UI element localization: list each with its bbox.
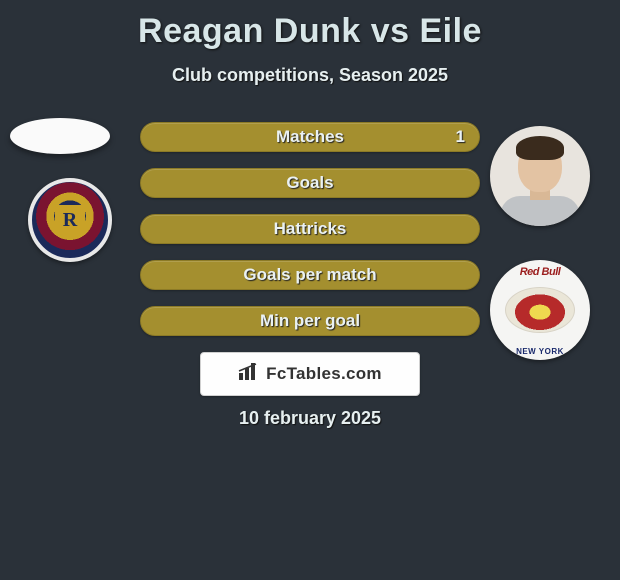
stats-list: Matches 1 Goals Hattricks Goals per matc… (140, 122, 480, 352)
stat-row-matches: Matches 1 (140, 122, 480, 152)
bars-icon (238, 363, 260, 386)
club-right-text-top: Red Bull (490, 266, 590, 278)
player-right-avatar (490, 126, 590, 226)
brand-text: FcTables.com (266, 364, 382, 384)
club-right-text-bottom: NEW YORK (490, 347, 590, 356)
subtitle: Club competitions, Season 2025 (0, 65, 620, 86)
player-left-avatar (10, 118, 110, 154)
stat-row-goals-per-match: Goals per match (140, 260, 480, 290)
stat-label: Hattricks (141, 219, 479, 239)
stat-row-goals: Goals (140, 168, 480, 198)
stat-label: Matches (141, 127, 479, 147)
brand-box: FcTables.com (200, 352, 420, 396)
stat-row-min-per-goal: Min per goal (140, 306, 480, 336)
stat-label: Goals (141, 173, 479, 193)
club-right-logo-shape (505, 287, 575, 333)
club-left-crest: R (28, 178, 112, 262)
stat-label: Goals per match (141, 265, 479, 285)
player-hair-shape (516, 136, 564, 160)
player-shirt-shape (500, 196, 580, 226)
comparison-infographic: Reagan Dunk vs Eile Club competitions, S… (0, 0, 620, 580)
club-right-crest: Red Bull NEW YORK (490, 260, 590, 360)
date-text: 10 february 2025 (0, 408, 620, 429)
stat-label: Min per goal (141, 311, 479, 331)
club-left-monogram: R (55, 205, 85, 235)
page-title: Reagan Dunk vs Eile (0, 0, 620, 51)
stat-row-hattricks: Hattricks (140, 214, 480, 244)
stat-value-right: 1 (456, 127, 465, 147)
